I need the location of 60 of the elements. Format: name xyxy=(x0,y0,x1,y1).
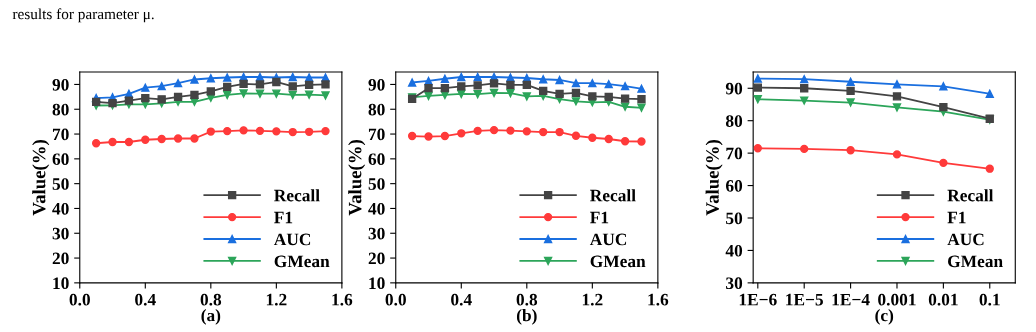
y-tick-label: 50 xyxy=(52,178,69,190)
legend-label: GMean xyxy=(274,255,330,268)
y-tick-label: 20 xyxy=(368,252,385,265)
y-tick-label: 80 xyxy=(52,103,69,116)
legend-label: F1 xyxy=(947,211,966,224)
x-axis-title: (a) xyxy=(201,309,221,325)
y-tick-label: 90 xyxy=(725,82,743,95)
y-tick-label: 90 xyxy=(368,78,385,91)
x-tick-label: 0.4 xyxy=(451,293,472,306)
y-tick-label: 80 xyxy=(725,115,743,127)
y-tick-label: 50 xyxy=(726,212,743,225)
y-axis-title: Value(%) xyxy=(705,140,723,216)
x-tick-label: 0.0 xyxy=(385,293,406,306)
y-tick-label: 40 xyxy=(368,202,385,215)
legend-label: F1 xyxy=(274,211,293,224)
legend-label: AUC xyxy=(589,233,627,246)
x-axis-title: (c) xyxy=(875,309,894,325)
x-tick-label: 1.6 xyxy=(648,293,669,306)
y-axis-title: Value(%) xyxy=(32,140,50,216)
y-tick-label: 80 xyxy=(368,103,385,116)
x-tick-label: 0.001 xyxy=(878,293,916,306)
x-tick-label: 0.8 xyxy=(200,293,222,306)
y-tick-label: 40 xyxy=(725,244,743,257)
y-tick-label: 60 xyxy=(725,180,743,192)
y-tick-label: 70 xyxy=(368,128,385,141)
y-tick-label: 30 xyxy=(52,227,69,240)
y-tick-label: 60 xyxy=(52,153,69,166)
y-tick-label: 90 xyxy=(52,78,69,91)
y-axis-title: Value(%) xyxy=(348,140,366,216)
y-tick-label: 10 xyxy=(53,277,69,290)
y-tick-label: 20 xyxy=(52,252,69,265)
x-tick-label: 0.4 xyxy=(135,293,156,306)
legend-label: AUC xyxy=(947,233,984,246)
legend-label: F1 xyxy=(590,211,609,224)
x-axis-title: (b) xyxy=(516,309,537,325)
x-tick-label: 1.2 xyxy=(582,293,603,306)
legend-label: AUC xyxy=(273,233,311,246)
y-tick-label: 30 xyxy=(726,277,743,290)
x-tick-label: 1E−5 xyxy=(786,293,823,306)
y-tick-label: 60 xyxy=(368,153,385,166)
legend-label: GMean xyxy=(948,255,1003,268)
y-tick-label: 70 xyxy=(52,128,69,141)
x-tick-label: 0.1 xyxy=(979,293,1000,306)
text: results for parameter μ. xyxy=(12,8,154,23)
x-tick-label: 1.6 xyxy=(332,293,353,306)
x-tick-label: 1E−6 xyxy=(739,293,777,306)
x-tick-label: 0.0 xyxy=(69,293,90,306)
y-tick-label: 30 xyxy=(368,227,385,240)
x-tick-label: 1E−4 xyxy=(832,293,870,306)
x-tick-label: 0.8 xyxy=(516,293,538,306)
y-tick-label: 50 xyxy=(368,178,385,190)
y-tick-label: 10 xyxy=(369,277,385,290)
y-tick-label: 40 xyxy=(52,202,69,215)
legend-label: Recall xyxy=(590,189,636,202)
legend-label: Recall xyxy=(947,189,994,202)
x-tick-label: 0.01 xyxy=(928,293,958,306)
x-tick-label: 1.2 xyxy=(266,293,287,306)
legend-label: GMean xyxy=(590,255,646,268)
y-tick-label: 70 xyxy=(726,147,743,160)
legend-label: Recall xyxy=(274,189,320,202)
